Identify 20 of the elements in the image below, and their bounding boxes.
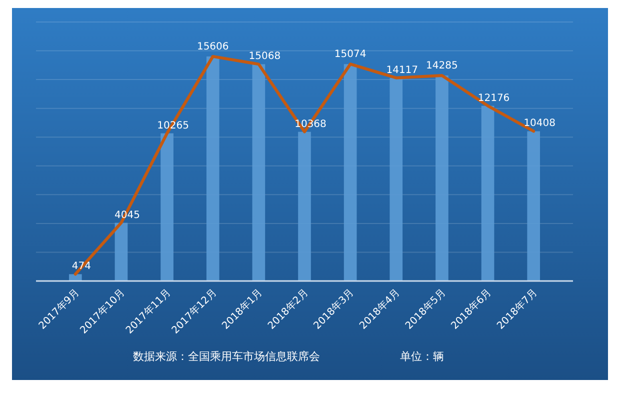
bar: [527, 131, 540, 281]
data-label: 15606: [196, 41, 229, 52]
data-label: 15074: [334, 49, 366, 60]
data-label: 14285: [426, 60, 458, 72]
bar: [160, 133, 174, 281]
text: 单位：辆: [400, 350, 444, 363]
data-label: 14117: [386, 64, 418, 76]
bar: [252, 64, 266, 281]
bar: [344, 64, 357, 281]
bar: [481, 106, 494, 281]
data-label: 12176: [478, 92, 510, 104]
bar: [206, 56, 220, 281]
source-note: 数据来源：全国乘用车市场信息联席会: [133, 350, 320, 363]
bar: [68, 274, 82, 281]
data-label: 10408: [524, 118, 556, 130]
bar: [114, 222, 128, 281]
bar: [436, 75, 448, 281]
data-label: 15068: [248, 51, 281, 62]
bar: [298, 132, 311, 281]
bar: [390, 78, 403, 281]
